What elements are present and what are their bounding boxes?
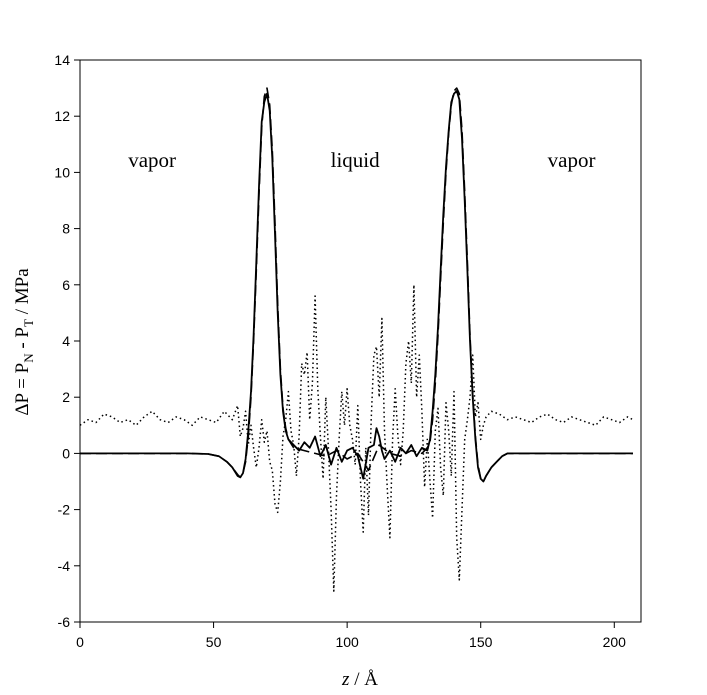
y-axis-title: ΔP = PN - PT / MPa (12, 268, 36, 416)
y-tick-label: -2 (58, 502, 71, 518)
x-axis-title-var: z (341, 669, 350, 690)
x-axis-title: z / Å (341, 669, 378, 690)
y-tick-label: 0 (62, 445, 70, 461)
y-tick-label: 2 (62, 389, 70, 405)
y-axis-title-part-3: / MPa (12, 268, 33, 319)
x-tick-label: 50 (206, 634, 222, 650)
y-axis: -6 -4 -2 0 2 4 6 8 10 12 14 (54, 52, 80, 630)
y-axis-title-part-1: ΔP = P (12, 363, 33, 416)
y-axis-title-sub-2: T (21, 319, 36, 327)
annotation-label: vapor (128, 148, 176, 172)
y-tick-label: 14 (54, 52, 70, 68)
y-axis-title-sub-1: N (21, 353, 36, 363)
plot-content (79, 87, 634, 592)
y-tick-label: 10 (54, 164, 70, 180)
y-tick-label: -4 (58, 558, 71, 574)
y-tick-label: -6 (58, 614, 71, 630)
x-axis: 0 50 100 150 200 (76, 622, 626, 650)
series-line-dotted (79, 284, 634, 592)
y-axis-title-part-2: - P (12, 327, 33, 353)
annotation-label: vapor (548, 148, 596, 172)
y-tick-label: 4 (62, 333, 70, 349)
y-tick-label: 6 (62, 277, 70, 293)
x-tick-label: 150 (469, 634, 493, 650)
annotation-label: liquid (331, 148, 381, 172)
plot-frame (79, 59, 642, 623)
x-tick-label: 200 (603, 634, 627, 650)
y-tick-label: 8 (62, 221, 70, 237)
annotations: vapor liquid vapor (128, 148, 595, 172)
x-tick-label: 100 (335, 634, 359, 650)
x-axis-title-unit: / Å (349, 669, 378, 690)
series-line-dashed (80, 87, 633, 483)
y-tick-label: 12 (54, 108, 70, 124)
x-tick-label: 0 (76, 634, 84, 650)
